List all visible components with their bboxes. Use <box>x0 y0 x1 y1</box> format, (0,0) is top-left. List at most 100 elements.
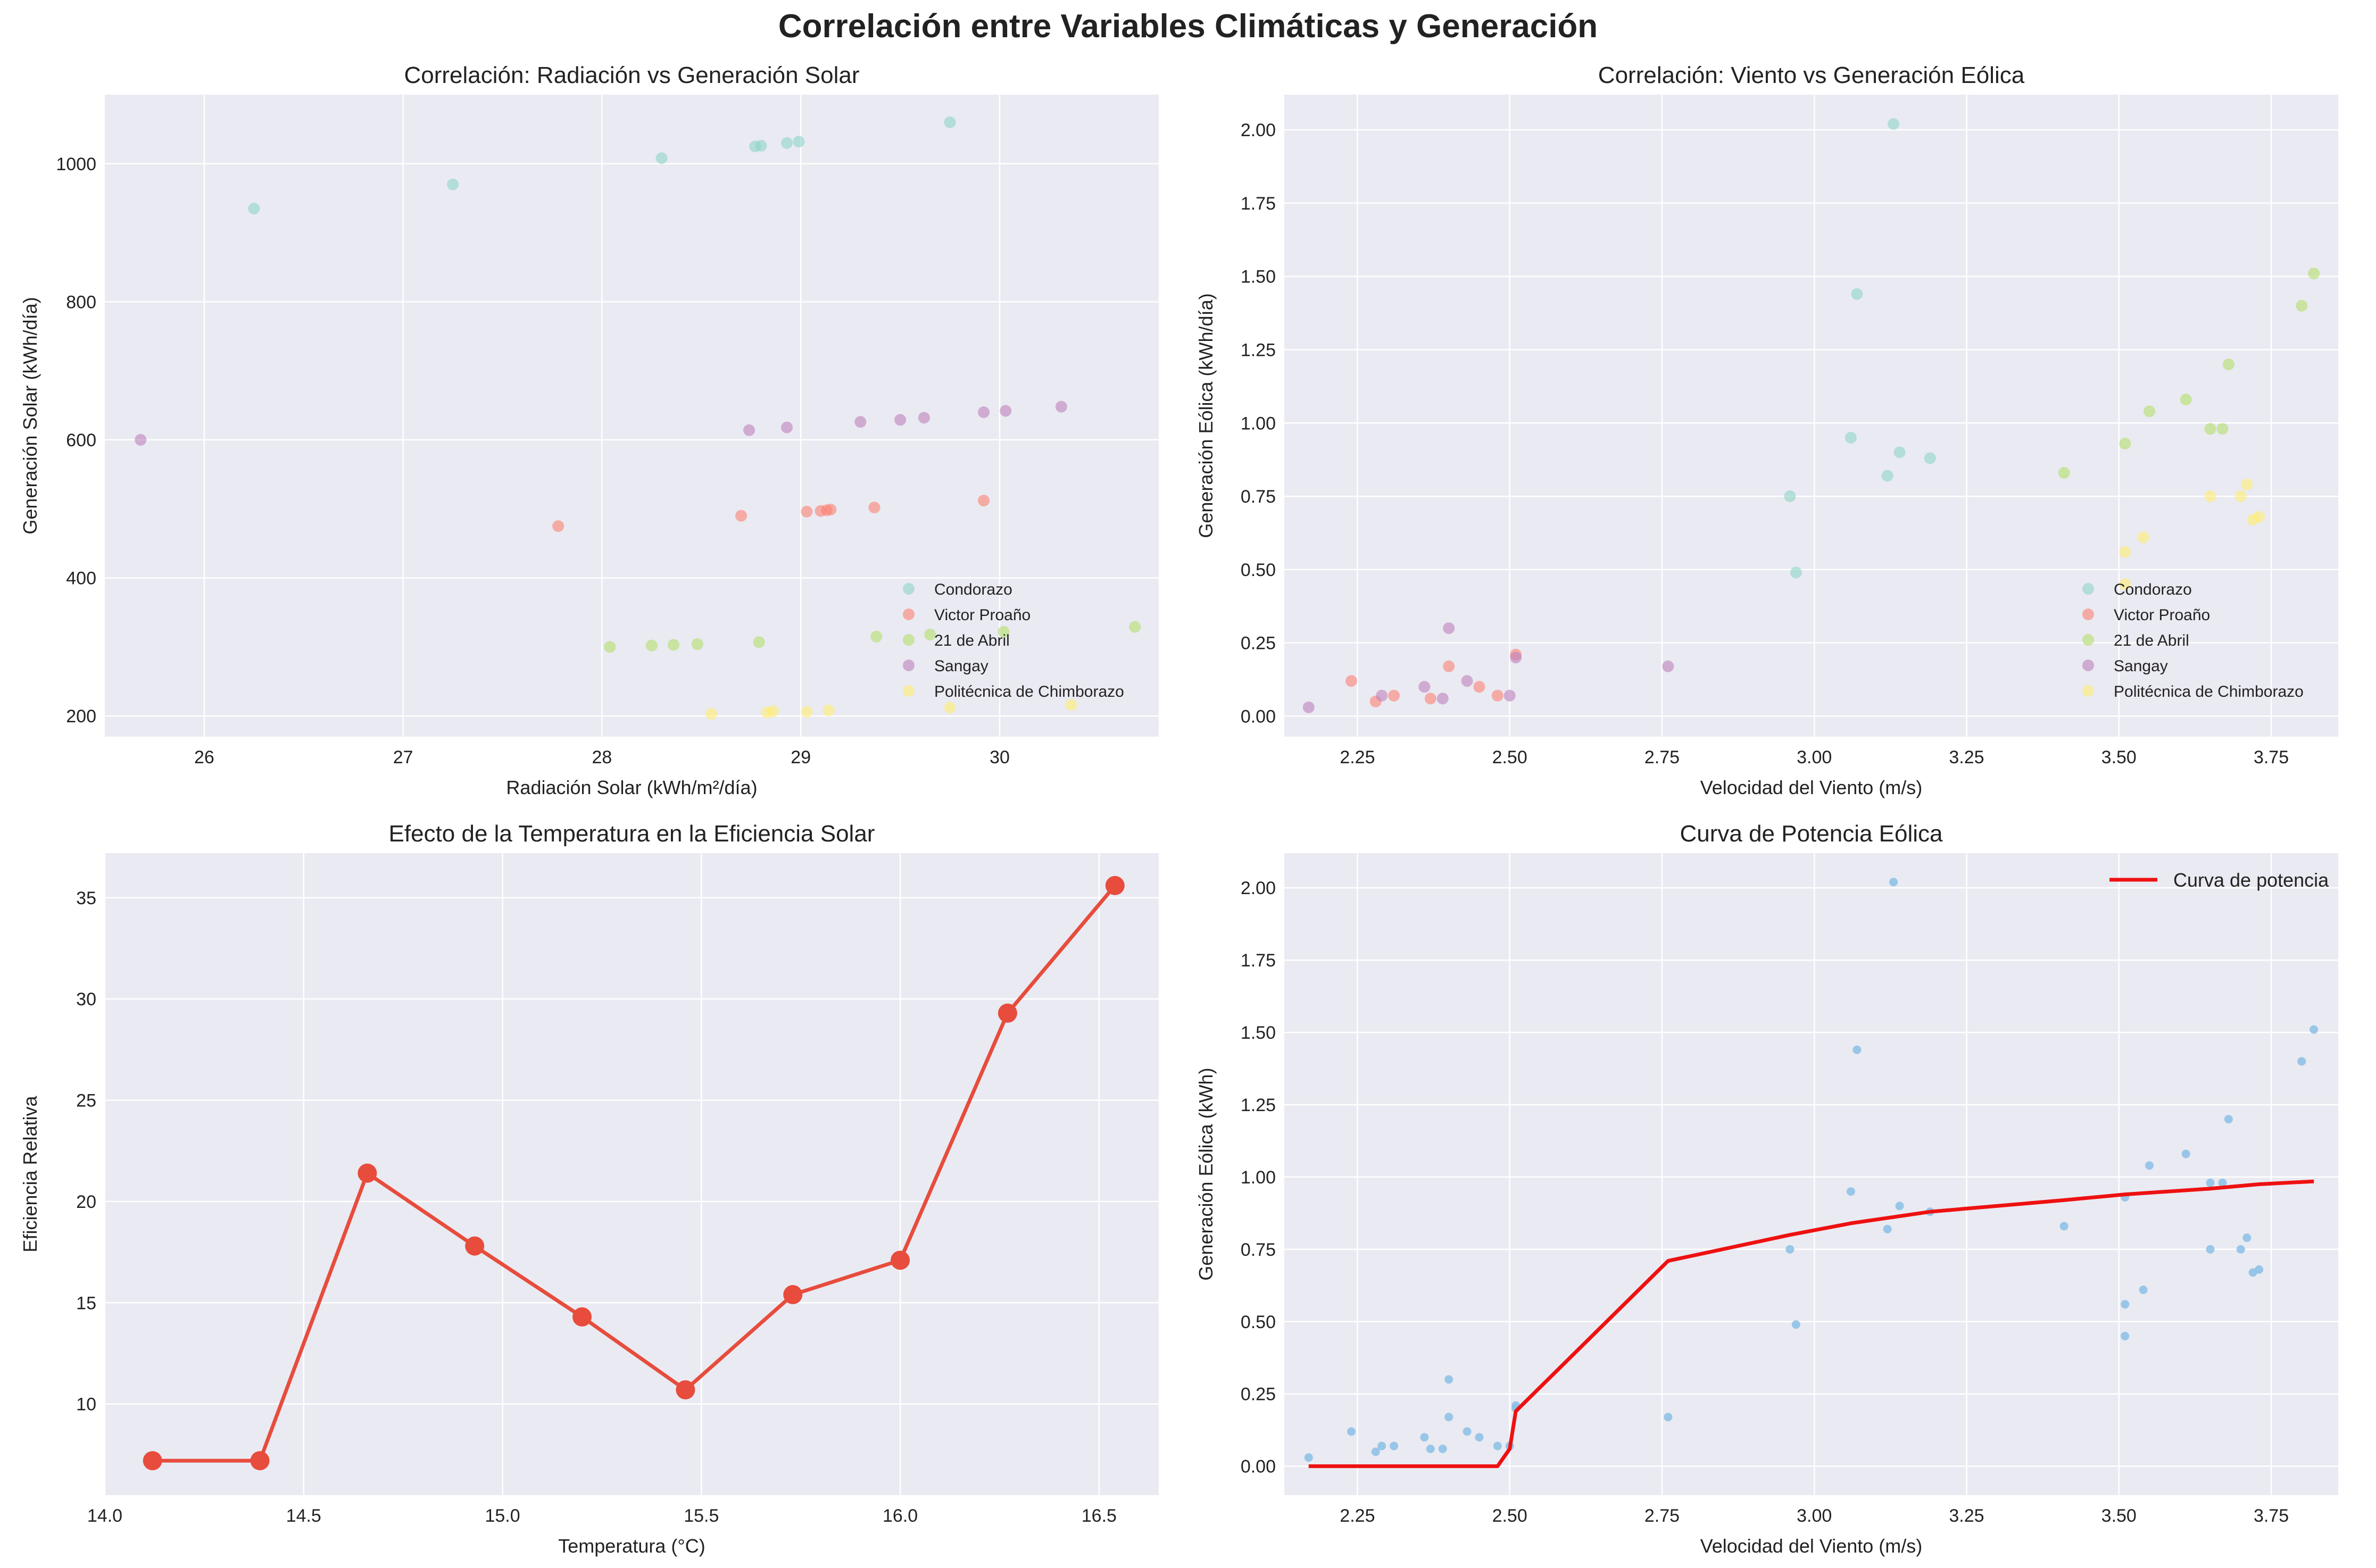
point-21-de-abril <box>691 638 703 650</box>
x-tick-label: 26 <box>194 747 214 768</box>
y-axis-label: Eficiencia Relativa <box>19 1095 41 1252</box>
wind-data-point <box>1664 1413 1673 1422</box>
point-sangay <box>781 421 793 433</box>
chart-panel-1: 26 27 28 29 30 200 400 600 800 1000 Correlación: R… <box>19 62 1159 798</box>
point-politecnica-de-chimborazo <box>2204 490 2216 503</box>
point-21-de-abril <box>2180 394 2192 406</box>
point-politecnica-de-chimborazo <box>944 702 956 714</box>
point-sangay <box>1376 689 1388 702</box>
wind-data-point <box>2224 1115 2233 1124</box>
legend-label-condorazo: Condorazo <box>934 581 1012 598</box>
x-tick-label: 30 <box>990 747 1010 768</box>
point-victor-proano <box>1443 660 1455 672</box>
x-axis-label: Radiación Solar (kWh/m²/día) <box>506 777 757 798</box>
data-layer <box>143 875 1125 1471</box>
legend-marker-sangay <box>2082 660 2094 671</box>
x-tick-label: 2.25 <box>1340 747 1375 768</box>
chart-panel-4: 2.25 2.50 2.75 3.00 3.25 3.50 3.75 0.00 0.25 0.50… <box>1195 821 2338 1557</box>
legend-marker-condorazo <box>2082 583 2094 595</box>
x-tick-label: 16.5 <box>1082 1506 1117 1526</box>
wind-data-point <box>2236 1245 2245 1254</box>
legend-label-victor-proano: Victor Proaño <box>934 606 1031 624</box>
wind-data-point <box>2059 1222 2068 1231</box>
point-21-de-abril <box>2308 268 2320 280</box>
efficiency-point <box>358 1163 377 1183</box>
wind-data-point <box>1463 1427 1472 1436</box>
point-21-de-abril <box>2216 423 2229 435</box>
wind-data-point <box>1889 878 1898 887</box>
point-victor-proano <box>735 510 747 522</box>
wind-data-point <box>2206 1178 2215 1187</box>
point-sangay <box>1302 701 1315 713</box>
efficiency-line <box>152 884 1117 1463</box>
point-21-de-abril <box>1129 621 1141 633</box>
y-tick-label: 0.50 <box>1241 1312 1276 1332</box>
y-tick-label: 0.75 <box>1241 487 1276 507</box>
point-21-de-abril <box>2119 437 2131 449</box>
x-tick-label: 3.25 <box>1949 1506 1984 1526</box>
wind-data-point <box>2139 1285 2148 1294</box>
efficiency-point <box>1105 875 1125 895</box>
x-tick-label: 2.75 <box>1644 1506 1680 1526</box>
y-tick-label: 2.00 <box>1241 120 1276 140</box>
point-sangay <box>1000 405 1012 417</box>
point-victor-proano <box>1424 693 1436 705</box>
point-condorazo <box>1790 566 1802 579</box>
x-axis-label: Velocidad del Viento (m/s) <box>1700 1535 1923 1557</box>
point-sangay <box>1436 693 1449 705</box>
legend-marker-condorazo <box>903 583 915 595</box>
plot-area <box>1284 853 2338 1495</box>
y-tick-label: 0.25 <box>1241 1384 1276 1405</box>
y-tick-label: 0.50 <box>1241 560 1276 580</box>
legend-label-condorazo: Condorazo <box>2114 581 2192 598</box>
point-sangay <box>894 414 907 426</box>
x-tick-label: 14.0 <box>87 1506 122 1526</box>
legend-label-21-de-abril: 21 de Abril <box>2114 632 2189 649</box>
wind-data-point <box>1304 1453 1313 1462</box>
wind-data-point <box>1390 1441 1399 1450</box>
wind-data-point <box>1371 1447 1380 1456</box>
x-tick-label: 3.75 <box>2254 1506 2289 1526</box>
efficiency-point <box>891 1250 910 1270</box>
y-tick-label: 30 <box>76 989 96 1010</box>
point-21-de-abril <box>645 639 658 652</box>
y-tick-label: 1.50 <box>1241 1023 1276 1043</box>
chart-title: Correlación: Viento vs Generación Eólica <box>1598 62 2025 88</box>
wind-data-point <box>1475 1433 1484 1442</box>
y-tick-label: 1.00 <box>1241 413 1276 433</box>
point-21-de-abril <box>998 625 1010 638</box>
point-victor-proano <box>1473 681 1485 693</box>
wind-data-point <box>1852 1045 1862 1054</box>
legend-marker-21-de-abril <box>903 634 915 646</box>
legend-marker-21-de-abril <box>2082 634 2094 646</box>
y-tick-label: 20 <box>76 1192 96 1212</box>
power-curve-line <box>1308 1179 2314 1469</box>
point-sangay <box>1055 401 1067 413</box>
point-politecnica-de-chimborazo <box>2234 490 2247 503</box>
point-condorazo <box>1881 470 1893 482</box>
wind-data-point <box>1347 1427 1356 1436</box>
x-tick-label: 14.5 <box>286 1506 321 1526</box>
point-sangay <box>1510 652 1522 664</box>
legend-marker-victor-proano <box>903 608 915 620</box>
point-sangay <box>743 424 755 436</box>
x-tick-label: 2.75 <box>1644 747 1680 768</box>
wind-data-point <box>1846 1187 1855 1196</box>
point-sangay <box>1443 622 1455 635</box>
point-sangay <box>135 433 147 446</box>
y-tick-label: 600 <box>66 430 96 451</box>
x-tick-label: 3.00 <box>1797 747 1832 768</box>
point-condorazo <box>447 178 459 190</box>
legend-label-power-curve: Curva de potencia <box>2173 869 2329 891</box>
efficiency-point <box>572 1307 592 1327</box>
chart-title: Correlación: Radiación vs Generación Sol… <box>404 62 860 88</box>
wind-data-point <box>1791 1320 1800 1329</box>
legend-marker-victor-proano <box>2082 608 2094 620</box>
x-tick-label: 3.25 <box>1949 747 1984 768</box>
point-21-de-abril <box>753 636 765 648</box>
wind-data-point <box>2145 1161 2154 1170</box>
point-21-de-abril <box>2222 358 2234 371</box>
y-tick-label: 400 <box>66 568 96 588</box>
point-victor-proano <box>978 495 990 507</box>
